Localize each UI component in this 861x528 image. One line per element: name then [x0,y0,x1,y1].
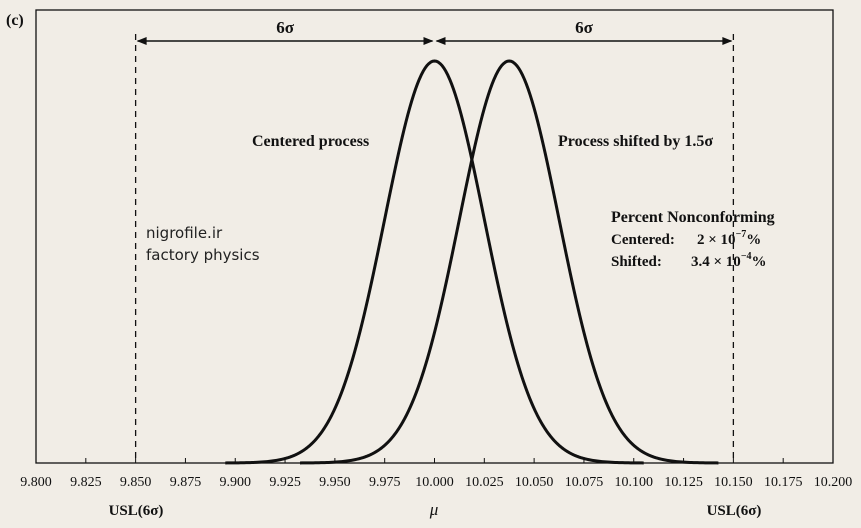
x-tick-label: 9.925 [269,475,301,490]
x-tick-label: 9.900 [220,475,252,490]
x-tick-label: 10.125 [664,475,703,490]
x-tick-label: 10.025 [465,475,504,490]
x-tick-label: 9.875 [170,475,202,490]
x-tick-label: 10.150 [714,475,753,490]
series-label-centered: Centered process [252,133,369,150]
arrowhead-right [722,37,733,45]
x-tick-label: 10.000 [415,475,454,490]
x-tick-label: 9.800 [20,475,52,490]
centered-label: Centered: [611,232,675,248]
usl-label-right: USL(6σ) [707,503,762,519]
mean-label: μ [429,500,439,519]
arrowhead-left [136,37,147,45]
x-tick-label: 10.075 [565,475,604,490]
x-tick-label: 9.950 [319,475,351,490]
series-label-shifted: Process shifted by 1.5σ [558,133,713,150]
watermark-line1: nigrofile.ir [146,224,223,242]
span-arrow-label: 6σ [575,18,594,37]
panel-label: (c) [6,12,24,29]
shifted-value-exp: −4 [741,251,752,262]
x-tick-label: 9.975 [369,475,401,490]
centered-value: 2 × 10−7% [697,229,761,248]
arrowhead-right [423,37,434,45]
x-tick-label: 10.100 [615,475,654,490]
x-tick-label: 10.175 [764,475,803,490]
centered-percent: % [746,232,761,248]
shifted-value: 3.4 × 10−4% [691,251,767,270]
usl-label-left: USL(6σ) [109,503,164,519]
centered-process-curve [225,59,644,465]
span-arrow-label: 6σ [276,18,295,37]
centered-value-base: 2 × 10 [697,232,736,248]
x-tick-label: 9.825 [70,475,102,490]
x-tick-label: 10.050 [515,475,554,490]
shifted-percent: % [752,254,767,270]
centered-value-exp: −7 [736,229,747,240]
shifted-value-base: 3.4 × 10 [691,254,741,270]
arrowhead-left [435,37,446,45]
shifted-process-curve [300,59,719,465]
nonconforming-title: Percent Nonconforming [611,209,775,226]
shifted-label: Shifted: [611,254,662,270]
watermark-line2: factory physics [146,246,260,264]
x-tick-label: 9.850 [120,475,152,490]
x-tick-label: 10.200 [814,475,853,490]
